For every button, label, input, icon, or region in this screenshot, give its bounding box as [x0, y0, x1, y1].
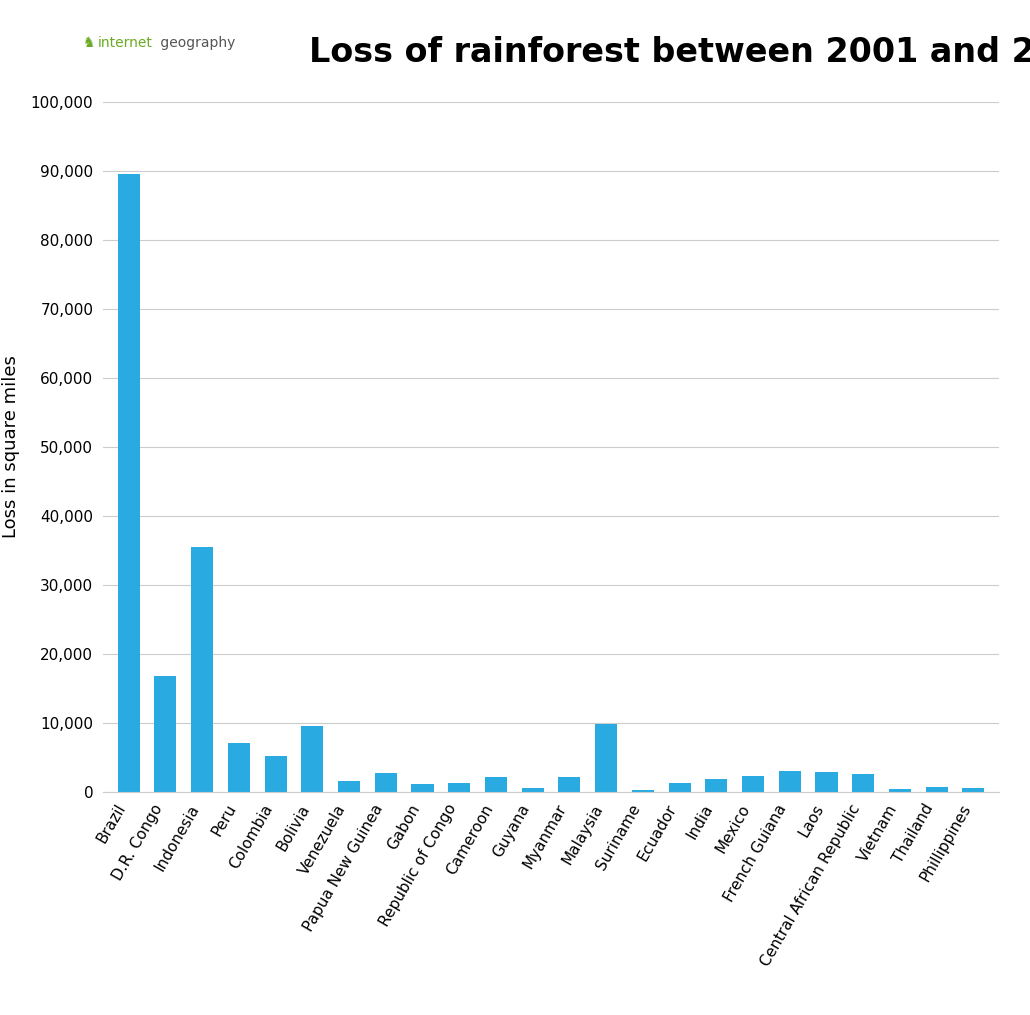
- Bar: [779, 771, 800, 792]
- Bar: [375, 773, 397, 792]
- Bar: [668, 784, 690, 792]
- Bar: [816, 772, 837, 792]
- Bar: [558, 777, 581, 792]
- Bar: [265, 756, 286, 792]
- Bar: [302, 726, 323, 792]
- Bar: [926, 787, 948, 792]
- Y-axis label: Loss in square miles: Loss in square miles: [1, 355, 20, 538]
- Text: Loss of rainforest between 2001 and 2018: Loss of rainforest between 2001 and 2018: [309, 36, 1030, 69]
- Bar: [338, 782, 360, 792]
- Text: internet: internet: [98, 36, 152, 50]
- Bar: [228, 743, 250, 792]
- Bar: [117, 174, 140, 792]
- Bar: [631, 790, 654, 792]
- Bar: [889, 789, 911, 792]
- Bar: [192, 547, 213, 792]
- Bar: [154, 676, 176, 792]
- Bar: [595, 724, 617, 792]
- Bar: [962, 788, 985, 792]
- Bar: [448, 783, 471, 792]
- Bar: [706, 780, 727, 792]
- Text: geography: geography: [156, 36, 235, 50]
- Bar: [852, 773, 874, 792]
- Bar: [412, 785, 434, 792]
- Bar: [485, 776, 507, 792]
- Text: ♞: ♞: [82, 36, 95, 50]
- Bar: [521, 789, 544, 792]
- Bar: [742, 775, 764, 792]
